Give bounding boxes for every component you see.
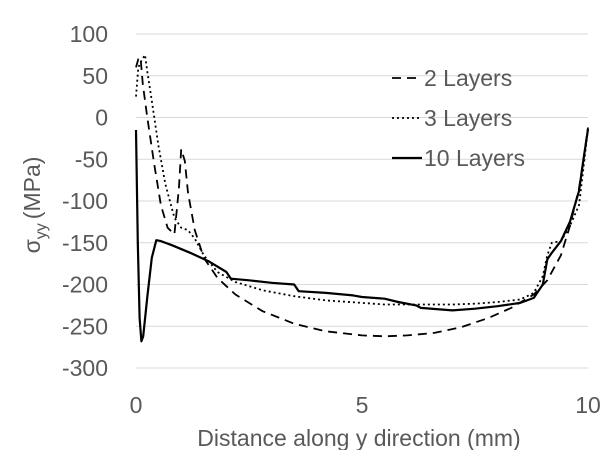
y-axis-title-subscript: yy [33,223,50,239]
y-tick-label: -50 [75,146,108,172]
y-tick-labels: 100 50 0 -50 -100 -150 -200 -250 -300 [62,21,108,381]
y-axis-title-symbol: σ [19,239,45,253]
y-tick-label: -150 [62,230,108,256]
legend-label-0: 2 Layers [424,65,512,91]
y-tick-label: -300 [62,355,108,381]
y-tick-label: 0 [95,105,108,131]
x-axis-title: Distance along y direction (mm) [197,425,520,450]
x-tick-label: 10 [575,392,601,418]
series-line-2 [134,129,590,343]
x-tick-labels: 0 5 10 [130,392,601,418]
series-layer [134,54,590,343]
x-tick-label: 5 [356,392,369,418]
y-axis-title: σyy (MPa) [19,157,50,254]
y-axis-title-unit: (MPa) [19,157,45,220]
series-line-0 [135,56,589,338]
gridlines [136,33,588,369]
legend: 2 Layers 3 Layers 10 Layers [392,65,525,171]
x-tick-label: 0 [130,392,143,418]
y-tick-label: -250 [62,313,108,339]
y-tick-label: -100 [62,188,108,214]
y-tick-label: 100 [70,21,108,47]
y-tick-label: 50 [82,63,108,89]
legend-label-1: 3 Layers [424,105,512,131]
legend-label-2: 10 Layers [424,145,525,171]
series-line-1 [135,54,589,306]
y-tick-label: -200 [62,272,108,298]
